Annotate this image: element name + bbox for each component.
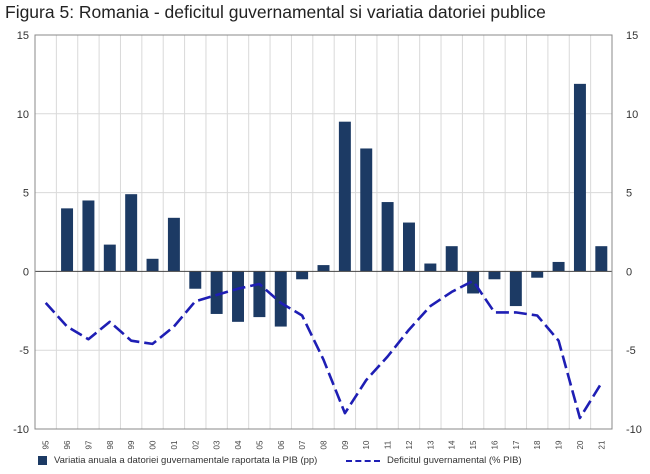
x-tick-label: 21	[597, 440, 606, 449]
x-tick-label: 95	[42, 440, 51, 449]
bar	[125, 194, 138, 272]
bar	[552, 261, 565, 272]
grid-lines	[35, 34, 612, 430]
x-tick-label: 04	[234, 440, 243, 449]
y-tick-label-right: 0	[626, 266, 632, 278]
y-axis-left: 15 10 5 0 -5 -10	[13, 30, 29, 436]
legend-item-deficit: Deficitul guvernamental (% PIB)	[345, 455, 522, 466]
x-tick-label: 15	[469, 440, 478, 449]
legend-swatch-line	[345, 459, 380, 462]
y-tick-label-right: 10	[626, 109, 638, 121]
bar	[509, 271, 522, 307]
bar	[210, 271, 223, 314]
legend-item-debt: Variatia anuala a datoriei guvernamental…	[38, 455, 317, 466]
x-tick-label: 00	[149, 440, 158, 449]
x-tick-label: 19	[555, 440, 564, 449]
x-tick-label: 18	[533, 440, 542, 449]
bar	[167, 217, 180, 272]
x-tick-label: 01	[170, 440, 179, 449]
x-tick-label: 99	[127, 440, 136, 449]
y-axis-right: 15 10 5 0 -5 -10	[626, 30, 642, 436]
y-tick-label-right: -10	[626, 424, 642, 436]
x-tick-label: 98	[106, 440, 115, 449]
y-tick-label-left: -10	[13, 424, 29, 436]
y-tick-label-left: 10	[17, 109, 29, 121]
bar	[103, 244, 116, 272]
plot-border	[34, 34, 613, 430]
x-tick-label: 97	[84, 440, 93, 449]
bar	[467, 271, 480, 294]
x-tick-label: 07	[298, 440, 307, 449]
x-tick-label: 03	[213, 440, 222, 449]
chart-title: Figura 5: Romania - deficitul guvernamen…	[5, 2, 546, 22]
y-tick-label-left: -5	[19, 345, 29, 357]
bar	[61, 208, 74, 272]
bar-series	[61, 83, 608, 327]
x-tick-label: 02	[191, 440, 200, 449]
plot-frame	[34, 34, 613, 430]
x-tick-label: 14	[448, 440, 457, 449]
y-tick-label-left: 5	[23, 188, 29, 200]
bar	[381, 202, 394, 272]
x-tick-label: 09	[341, 440, 350, 449]
y-tick-label-left: 0	[23, 266, 29, 278]
y-tick-label-left: 15	[17, 30, 29, 42]
x-tick-label: 11	[384, 440, 393, 449]
legend: Variatia anuala a datoriei guvernamental…	[38, 455, 548, 466]
x-tick-label: 16	[490, 440, 499, 449]
deficit-line	[44, 279, 603, 420]
y-tick-label-right: -5	[626, 345, 636, 357]
x-axis: 95 96 97 98 99 00 01 02 03 04 05 06 07 08 09 10 11 12 13 14…	[42, 440, 607, 449]
legend-label-deficit: Deficitul guvernamental (% PIB)	[386, 455, 522, 466]
bar	[189, 271, 202, 289]
bar	[338, 121, 351, 272]
legend-swatch-bar	[38, 456, 47, 465]
y-tick-label-right: 5	[626, 188, 632, 200]
x-tick-label: 06	[277, 440, 286, 449]
legend-label-debt: Variatia anuala a datoriei guvernamental…	[54, 455, 318, 466]
bar	[360, 148, 373, 272]
line-series	[44, 279, 603, 420]
x-tick-label: 17	[512, 440, 521, 449]
bar	[573, 83, 586, 272]
bar	[232, 271, 245, 322]
y-tick-label-right: 15	[626, 30, 638, 42]
x-tick-label: 20	[576, 440, 585, 449]
bar	[402, 222, 415, 272]
bar	[531, 271, 544, 278]
x-tick-label: 10	[362, 440, 371, 449]
bar	[424, 263, 437, 272]
bar	[595, 246, 608, 272]
bar	[274, 271, 287, 327]
bar	[488, 271, 501, 280]
x-tick-label: 12	[405, 440, 414, 449]
x-tick-label: 13	[426, 440, 435, 449]
bar	[445, 246, 458, 272]
bar	[317, 265, 330, 272]
bar	[146, 258, 159, 272]
bar	[296, 271, 309, 280]
bar	[82, 200, 95, 272]
x-tick-label: 96	[63, 440, 72, 449]
x-tick-label: 05	[255, 440, 264, 449]
x-tick-label: 08	[320, 440, 329, 449]
bar	[253, 271, 266, 318]
